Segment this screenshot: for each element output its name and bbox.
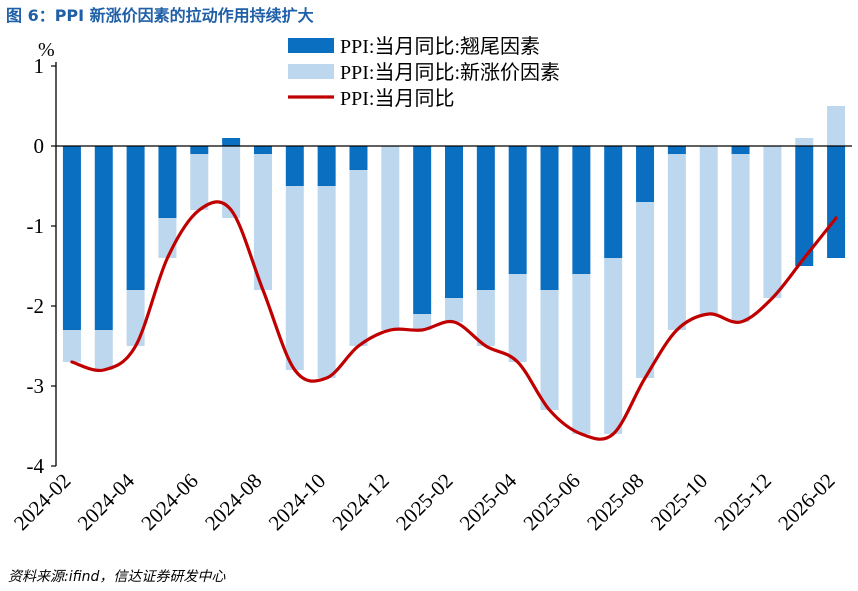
x-tick-label: 2025-10 [646, 469, 712, 535]
bar-carryover-2025-01 [413, 146, 432, 314]
x-tick-label: 2025-12 [709, 469, 775, 535]
bar-carryover-2024-10 [317, 146, 336, 186]
bar-carryover-2026-01 [795, 146, 814, 266]
bar-new-factor-2025-03 [476, 290, 495, 346]
bar-carryover-2024-08 [253, 146, 272, 154]
y-tick-label: -4 [27, 454, 45, 478]
y-tick-label: -3 [27, 374, 45, 398]
bar-carryover-2025-04 [508, 146, 527, 274]
bar-new-factor-2025-02 [445, 298, 463, 322]
x-tick-label: 2025-02 [391, 469, 457, 535]
bar-new-factor-2024-04 [126, 290, 145, 346]
x-tick-label: 2024-12 [327, 469, 393, 535]
y-tick-label: -2 [27, 294, 45, 318]
x-tick-label: 2024-02 [9, 469, 75, 535]
bar-new-factor-2024-02 [62, 330, 81, 362]
bar-new-factor-2024-11 [349, 170, 368, 346]
bar-carryover-2024-06 [190, 146, 209, 154]
bar-carryover-2025-05 [540, 146, 559, 290]
bar-new-factor-2025-04 [508, 274, 527, 362]
x-tick-label: 2024-06 [136, 469, 202, 535]
bar-new-factor-2025-10 [699, 146, 718, 314]
bar-new-factor-2024-12 [381, 146, 400, 330]
bar-carryover-2025-09 [667, 146, 686, 154]
bar-new-factor-2025-12 [763, 146, 782, 298]
line-layer [70, 200, 838, 441]
bar-carryover-2025-06 [572, 146, 591, 274]
x-tick-label: 2025-06 [518, 469, 584, 535]
x-tick-label: 2025-08 [582, 469, 648, 535]
bar-new-factor-2025-11 [731, 154, 750, 322]
bar-carryover-2024-11 [349, 146, 368, 170]
bar-new-factor-2025-05 [540, 290, 559, 410]
legend-swatch-carryover [288, 38, 334, 53]
legend-label: PPI:当月同比:新涨价因素 [340, 61, 560, 84]
x-tick-label: 2026-02 [773, 469, 839, 535]
bar-new-factor-2025-01 [413, 314, 432, 330]
y-tick-label: -1 [27, 214, 45, 238]
y-tick-label: 1 [34, 54, 45, 78]
bars-layer [62, 106, 846, 434]
bar-new-factor-2025-08 [636, 202, 655, 378]
bar-carryover-2024-07 [222, 138, 241, 146]
bar-new-factor-2024-08 [253, 154, 272, 290]
bar-new-factor-2024-05 [158, 218, 177, 258]
bar-carryover-2025-02 [445, 146, 463, 298]
bar-carryover-2025-08 [636, 146, 655, 202]
bar-carryover-2025-11 [731, 146, 750, 154]
line-ppi-yoy [70, 200, 838, 441]
bar-new-factor-2024-07 [222, 146, 241, 218]
bar-new-factor-2024-03 [94, 330, 113, 370]
bar-new-factor-2025-06 [572, 274, 591, 434]
legend-label: PPI:当月同比:翘尾因素 [340, 35, 540, 58]
bar-carryover-2024-04 [126, 146, 145, 290]
bar-new-factor-2025-07 [604, 258, 623, 434]
bar-carryover-2025-03 [476, 146, 495, 290]
bar-new-factor-2026-01 [795, 138, 814, 146]
bar-carryover-2025-07 [604, 146, 623, 258]
y-unit-label: % [38, 39, 55, 61]
bar-new-factor-2024-10 [317, 186, 336, 378]
legend: PPI:当月同比:翘尾因素 PPI:当月同比:新涨价因素 PPI:当月同比 [288, 35, 560, 110]
bar-carryover-2024-03 [94, 146, 113, 330]
x-tick-label: 2024-04 [73, 468, 140, 535]
figure-title: 图 6：PPI 新涨价因素的拉动作用持续扩大 [6, 6, 314, 25]
legend-swatch-new-factor [288, 64, 334, 79]
bar-carryover-2026-02 [827, 146, 846, 258]
legend-label: PPI:当月同比 [340, 87, 454, 110]
bar-carryover-2024-02 [62, 146, 81, 330]
y-tick-label: 0 [34, 134, 45, 158]
bar-new-factor-2024-06 [190, 154, 209, 210]
x-tick-label: 2024-10 [264, 469, 330, 535]
bar-carryover-2024-09 [285, 146, 304, 186]
bar-new-factor-2026-02 [827, 106, 846, 146]
x-tick-label: 2025-04 [455, 468, 522, 535]
source-note: 资料来源:ifind，信达证券研发中心 [8, 569, 226, 585]
bar-carryover-2024-05 [158, 146, 177, 218]
bar-new-factor-2024-09 [285, 186, 304, 370]
x-tick-label: 2024-08 [200, 469, 266, 535]
bar-new-factor-2025-09 [667, 154, 686, 330]
